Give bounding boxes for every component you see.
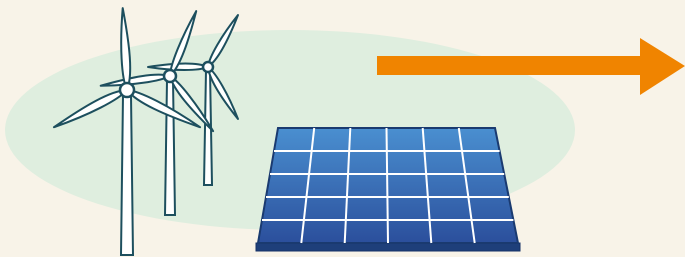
illustration xyxy=(0,0,685,257)
solar-panel xyxy=(256,128,520,251)
